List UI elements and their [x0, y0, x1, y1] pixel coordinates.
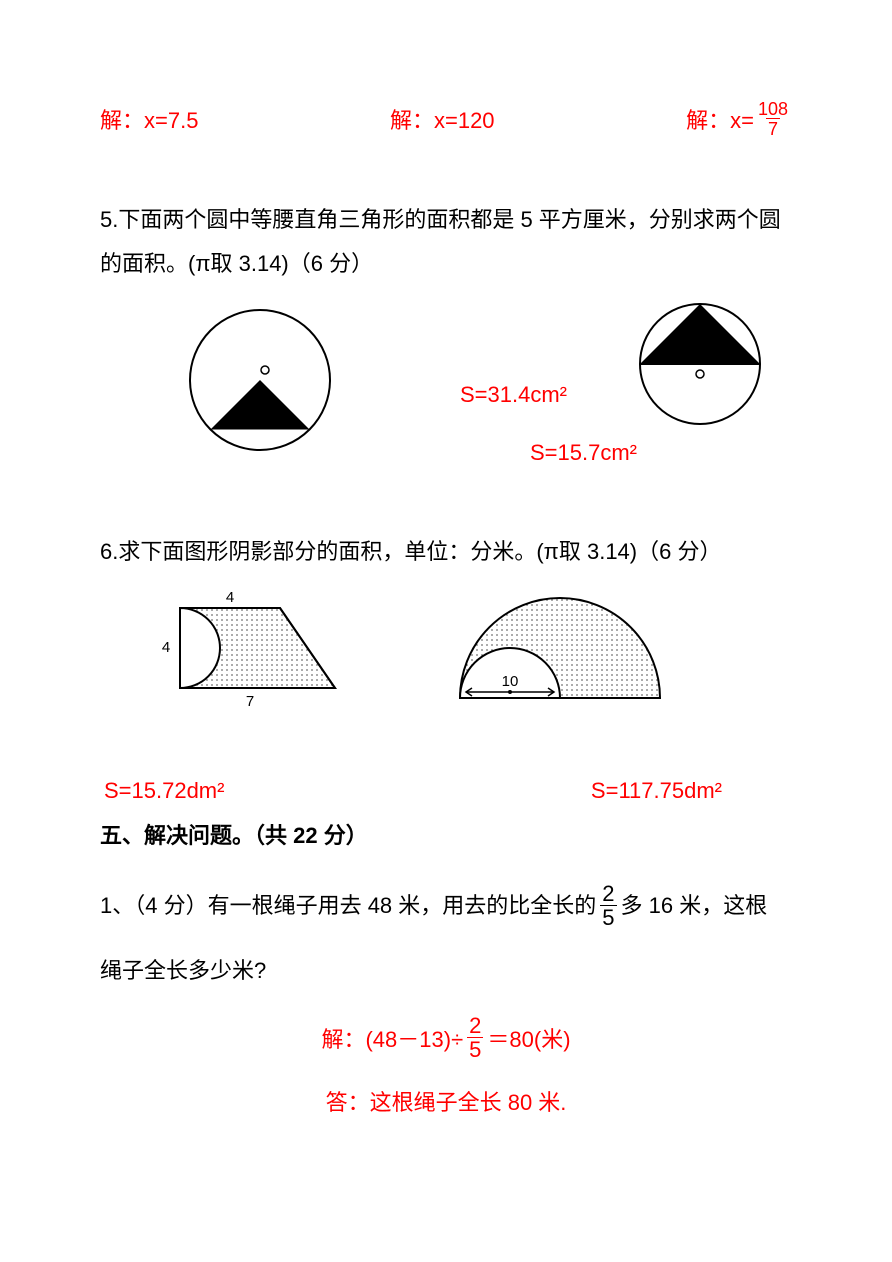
- prob1-line2: 绳子全长多少米?: [100, 953, 792, 985]
- fraction-denominator: 7: [766, 118, 780, 138]
- prob1-answer-line: 答：这根绳子全长 80 米.: [100, 1085, 792, 1117]
- q6-fig1-label-bottom: 7: [246, 693, 254, 710]
- q5-figure-1: [180, 300, 340, 460]
- q6-answers-row: S=15.72dm² S=117.75dm²: [100, 778, 792, 804]
- solution-3-fraction: 108 7: [756, 100, 790, 138]
- solution-3-prefix: 解：x=: [686, 103, 754, 135]
- prob1-line1: 1、（4 分）有一根绳子用去 48 米，用去的比全长的 2 5 多 16 米，这…: [100, 880, 792, 933]
- fraction-numerator: 108: [756, 100, 790, 118]
- section-5-title: 五、解决问题。（共 22 分）: [100, 818, 792, 850]
- q6-fig1-label-left: 4: [162, 639, 170, 656]
- prob1-fraction: 2 5: [600, 883, 616, 929]
- prob1-frac-num: 2: [600, 883, 616, 905]
- prob1-sol-suffix: ＝80(米): [487, 1022, 570, 1054]
- q6-answer-2: S=117.75dm²: [591, 778, 722, 804]
- q6-fig2-label: 10: [502, 673, 519, 690]
- q5-text: 5.下面两个圆中等腰直角三角形的面积都是 5 平方厘米，分别求两个圆的面积。(π…: [100, 198, 792, 286]
- q6-figure-2: 10: [450, 588, 680, 718]
- prob1-sol-fraction: 2 5: [467, 1015, 483, 1061]
- prob1-sol-frac-den: 5: [467, 1037, 483, 1061]
- q6-answer-1: S=15.72dm²: [104, 778, 224, 804]
- q5-answer-1: S=31.4cm²: [460, 382, 567, 408]
- solution-2: 解：x=120: [390, 100, 495, 138]
- q6-figure-1: 4 4 7: [140, 588, 350, 718]
- q6-text: 6.求下面图形阴影部分的面积，单位：分米。(π取 3.14)（6 分）: [100, 530, 792, 574]
- prob1-sol-prefix: 解：(48－13)÷: [321, 1022, 463, 1054]
- q5-figure-2: [630, 294, 770, 434]
- prob1-sol-frac-num: 2: [467, 1015, 483, 1037]
- prob1-solution: 解：(48－13)÷ 2 5 ＝80(米): [100, 1015, 792, 1061]
- q5-figures: S=31.4cm² S=15.7cm²: [100, 300, 792, 490]
- solutions-row: 解：x=7.5 解：x=120 解：x= 108 7: [100, 100, 792, 138]
- q6-fig1-label-top: 4: [226, 589, 234, 606]
- prob1-suffix: 多 16 米，这根: [621, 880, 768, 933]
- solution-3: 解：x= 108 7: [686, 100, 792, 138]
- prob1-frac-den: 5: [600, 905, 616, 929]
- q5-answer-2: S=15.7cm²: [530, 440, 637, 466]
- prob1-prefix: 1、（4 分）有一根绳子用去 48 米，用去的比全长的: [100, 880, 596, 933]
- solution-1: 解：x=7.5: [100, 100, 198, 138]
- q6-figures: 4 4 7 10: [100, 588, 792, 738]
